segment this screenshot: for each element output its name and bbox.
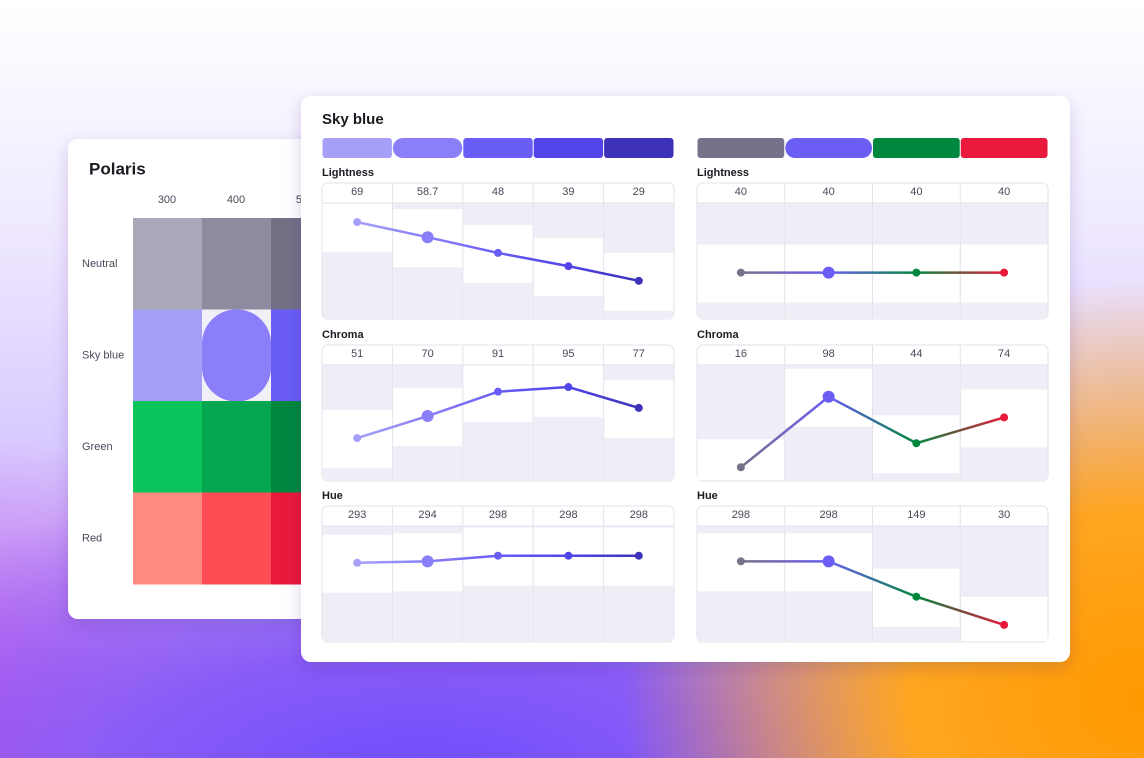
swatch [202, 401, 272, 493]
point [736, 557, 745, 566]
card-title: Sky blue [322, 111, 384, 128]
swatch [322, 138, 392, 158]
value-label: 91 [492, 348, 504, 360]
value-label: 30 [998, 509, 1010, 521]
column-band [960, 596, 1048, 641]
point [736, 463, 745, 472]
point [634, 403, 643, 412]
swatch [960, 138, 1048, 158]
value-label: 298 [559, 509, 577, 521]
value-label: 58.7 [417, 186, 438, 198]
value-label: 69 [351, 186, 363, 198]
point [353, 558, 362, 567]
swatch [533, 138, 604, 158]
chart-title: Hue [322, 490, 343, 502]
point [353, 218, 362, 227]
value-label: 298 [732, 509, 750, 521]
point [912, 439, 921, 448]
row-label: Red [82, 532, 102, 544]
swatch [133, 218, 203, 310]
row-label: Neutral [82, 258, 117, 270]
card-title: Polaris [89, 159, 146, 178]
value-label: 44 [910, 348, 922, 360]
point [736, 268, 745, 277]
value-label: 16 [735, 348, 747, 360]
swatch [133, 309, 203, 402]
swatch [133, 492, 203, 585]
row-label: Sky blue [82, 349, 124, 361]
value-label: 70 [421, 348, 433, 360]
swatch [697, 138, 785, 158]
value-label: 51 [351, 348, 363, 360]
point [564, 551, 573, 560]
point [1000, 620, 1009, 629]
chart-title: Chroma [697, 329, 739, 341]
value-label: 293 [348, 509, 366, 521]
point [822, 390, 835, 403]
value-label: 74 [998, 348, 1010, 360]
value-label: 29 [633, 186, 645, 198]
point [1000, 413, 1009, 422]
point [494, 551, 502, 560]
point [494, 248, 502, 257]
value-label: 298 [630, 509, 648, 521]
column-label: 300 [158, 194, 176, 206]
swatch [873, 138, 960, 158]
point [494, 387, 502, 396]
line [740, 560, 1005, 627]
point [912, 592, 921, 601]
value-label: 48 [492, 186, 504, 198]
chart-title: Hue [697, 490, 718, 502]
point [634, 551, 643, 560]
point [822, 555, 835, 568]
value-label: 298 [819, 509, 837, 521]
point [353, 434, 362, 443]
swatch [785, 138, 872, 158]
value-label: 40 [998, 186, 1010, 198]
point [634, 276, 643, 285]
column-label: 400 [227, 194, 245, 206]
value-label: 77 [633, 348, 645, 360]
chart-title: Lightness [322, 167, 374, 179]
point [1000, 268, 1009, 277]
swatch [202, 218, 272, 310]
value-label: 40 [735, 186, 747, 198]
value-label: 95 [562, 348, 574, 360]
point [421, 231, 434, 244]
swatch [392, 138, 463, 158]
value-label: 39 [562, 186, 574, 198]
value-label: 40 [823, 186, 835, 198]
swatch [133, 401, 203, 493]
point [421, 555, 434, 568]
point [912, 268, 921, 277]
chart-title: Chroma [322, 329, 364, 341]
value-label: 98 [823, 348, 835, 360]
point [822, 266, 835, 279]
right-card-content: Lightness 69 58.7 48 39 29 Lightness 40 40 40 40 Ch… [321, 138, 1049, 643]
value-label: 294 [418, 509, 436, 521]
swatch [604, 138, 674, 158]
point [421, 410, 434, 423]
point [564, 262, 573, 271]
line [740, 395, 1005, 469]
value-label: 40 [910, 186, 922, 198]
point [564, 383, 573, 392]
chart-title: Lightness [697, 167, 749, 179]
swatch [202, 492, 272, 585]
swatch [202, 309, 271, 402]
column-band [697, 439, 785, 480]
value-label: 298 [489, 509, 507, 521]
row-label: Green [82, 441, 113, 453]
swatch [463, 138, 533, 158]
value-label: 149 [907, 509, 925, 521]
